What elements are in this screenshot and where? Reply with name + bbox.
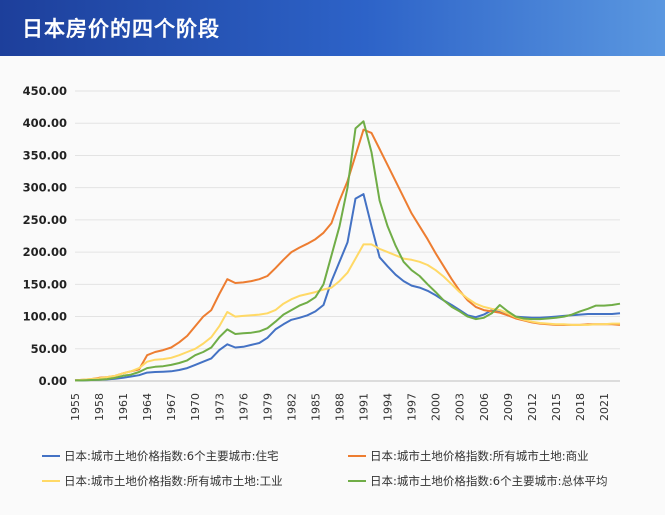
x-tick-label: 2021 xyxy=(598,393,611,421)
x-tick-label: 1967 xyxy=(165,393,178,421)
x-tick-label: 2015 xyxy=(550,393,563,421)
y-tick-label: 300.00 xyxy=(23,181,67,195)
chart-card: 0.00 50.00 100.00 150.00 200.00 250.00 300.00 3… xyxy=(0,56,665,515)
x-tick-label: 1961 xyxy=(117,393,130,421)
x-tick-label: 1988 xyxy=(333,393,346,421)
series-line-3 xyxy=(75,120,621,382)
page-title: 日本房价的四个阶段 xyxy=(22,17,220,41)
x-tick-label: 1976 xyxy=(237,393,250,421)
series-line-2 xyxy=(74,243,620,382)
x-tick-label: 1964 xyxy=(141,393,154,421)
x-tick-label: 1982 xyxy=(285,393,298,421)
series-line-0 xyxy=(75,193,621,382)
y-tick-label: 400.00 xyxy=(23,116,67,130)
y-tick-label: 350.00 xyxy=(23,148,67,162)
x-tick-label: 1970 xyxy=(189,393,202,421)
page-header: 日本房价的四个阶段 xyxy=(0,0,665,56)
line-chart: 0.00 50.00 100.00 150.00 200.00 250.00 300.00 3… xyxy=(23,84,621,421)
x-tick-label: 1958 xyxy=(93,393,106,421)
y-tick-label: 50.00 xyxy=(31,342,67,356)
y-tick-label: 0.00 xyxy=(39,374,67,388)
x-tick-label: 2012 xyxy=(526,393,539,421)
x-tick-label: 1991 xyxy=(358,393,371,421)
x-tick-label: 2009 xyxy=(502,393,515,421)
series-line-1 xyxy=(74,128,621,382)
x-tick-label: 2018 xyxy=(574,393,587,421)
y-tick-label: 450.00 xyxy=(23,84,67,98)
x-tick-label: 2003 xyxy=(454,393,467,421)
y-tick-label: 200.00 xyxy=(23,245,67,259)
x-tick-label: 1973 xyxy=(213,393,226,421)
x-tick-label: 2006 xyxy=(478,393,491,421)
y-tick-label: 150.00 xyxy=(23,277,67,291)
x-tick-label: 1997 xyxy=(406,393,419,421)
x-tick-label: 1994 xyxy=(382,393,395,421)
x-tick-label: 1979 xyxy=(261,393,274,421)
x-tick-label: 1985 xyxy=(309,393,322,421)
y-tick-label: 250.00 xyxy=(23,213,67,227)
y-tick-label: 100.00 xyxy=(23,310,67,324)
x-tick-label: 2000 xyxy=(430,393,443,421)
x-tick-label: 1955 xyxy=(69,393,82,421)
